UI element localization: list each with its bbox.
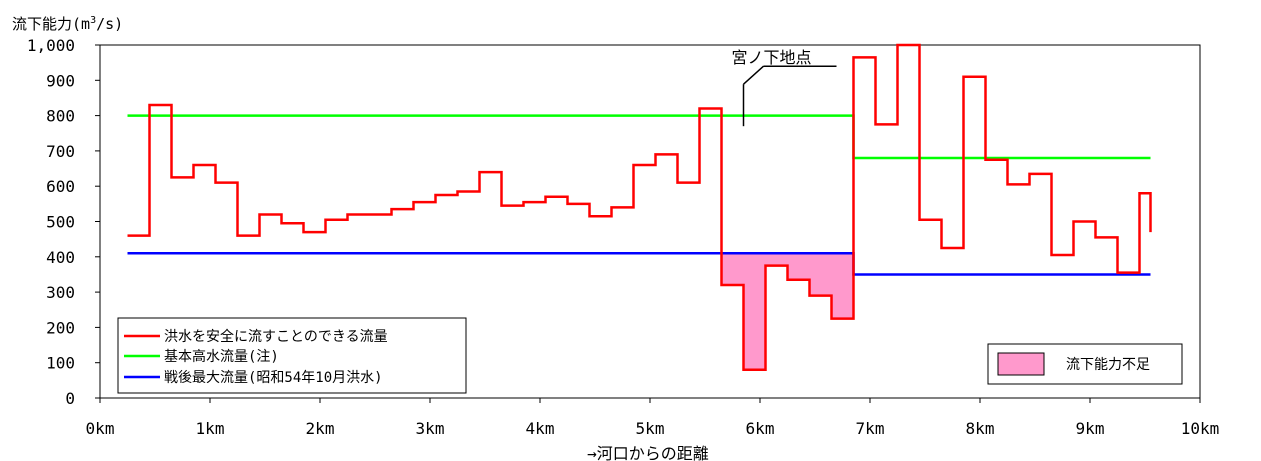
y-axis-title: 流下能力(m3/s) — [12, 15, 123, 33]
shortfall-fill — [831, 253, 854, 319]
annotation-leader — [742, 65, 765, 85]
y-tick-label: 0 — [65, 389, 75, 408]
shortfall-fill — [743, 253, 766, 370]
legend-shortfall: 流下能力不足 — [987, 343, 1183, 385]
x-tick-label: 3km — [416, 419, 445, 438]
legend-box — [117, 317, 467, 394]
y-tick-label: 1,000 — [27, 36, 75, 55]
legend-label-capacity: 洪水を安全に流すことのできる流量 — [164, 328, 388, 345]
series-lines — [127, 43, 1152, 372]
y-tick-label: 400 — [46, 248, 75, 267]
x-tick-label: 5km — [636, 419, 665, 438]
x-tick-label: 0km — [86, 419, 115, 438]
x-tick-label: 9km — [1076, 419, 1105, 438]
x-axis: 0km 1km 2km 3km 4km 5km 6km 7km 8km 9km 10km — [86, 398, 1220, 438]
legend: 洪水を安全に流すことのできる流量 基本高水流量(注) 戦後最大流量(昭和54年1… — [117, 317, 467, 394]
shortfall-fill — [809, 253, 832, 296]
legend-label-design-flow: 基本高水流量(注) — [164, 348, 279, 365]
annotation-label: 宮ノ下地点 — [732, 48, 812, 67]
legend-swatch-shortfall — [997, 352, 1045, 376]
y-tick-label: 500 — [46, 213, 75, 232]
y-tick-label: 300 — [46, 283, 75, 302]
x-tick-label: 6km — [746, 419, 775, 438]
legend-label-max-flow: 戦後最大流量(昭和54年10月洪水) — [164, 370, 383, 386]
x-tick-label: 7km — [856, 419, 885, 438]
capacity-line — [127, 43, 1152, 372]
y-axis: 0 100 200 300 400 500 600 700 800 900 1,000 — [27, 36, 100, 408]
x-tick-label: 1km — [196, 419, 225, 438]
max-flow-line — [127, 252, 1151, 276]
x-tick-label: 2km — [306, 419, 335, 438]
shortfall-areas — [721, 253, 854, 370]
y-tick-label: 600 — [46, 177, 75, 196]
design-flow-line — [127, 114, 1151, 160]
y-tick-label: 900 — [46, 71, 75, 90]
x-tick-label: 10km — [1181, 419, 1220, 438]
annotation: 宮ノ下地点 — [732, 48, 837, 127]
x-tick-label: 8km — [966, 419, 995, 438]
x-tick-label: 4km — [526, 419, 555, 438]
x-axis-title: →河口からの距離 — [587, 444, 709, 461]
shortfall-fill — [787, 253, 810, 280]
y-tick-label: 100 — [46, 354, 75, 373]
shortfall-fill — [765, 253, 788, 266]
shortfall-fill — [721, 253, 744, 286]
y-tick-label: 700 — [46, 142, 75, 161]
y-tick-label: 200 — [46, 318, 75, 337]
y-tick-label: 800 — [46, 107, 75, 126]
legend-label-shortfall: 流下能力不足 — [1066, 357, 1150, 373]
